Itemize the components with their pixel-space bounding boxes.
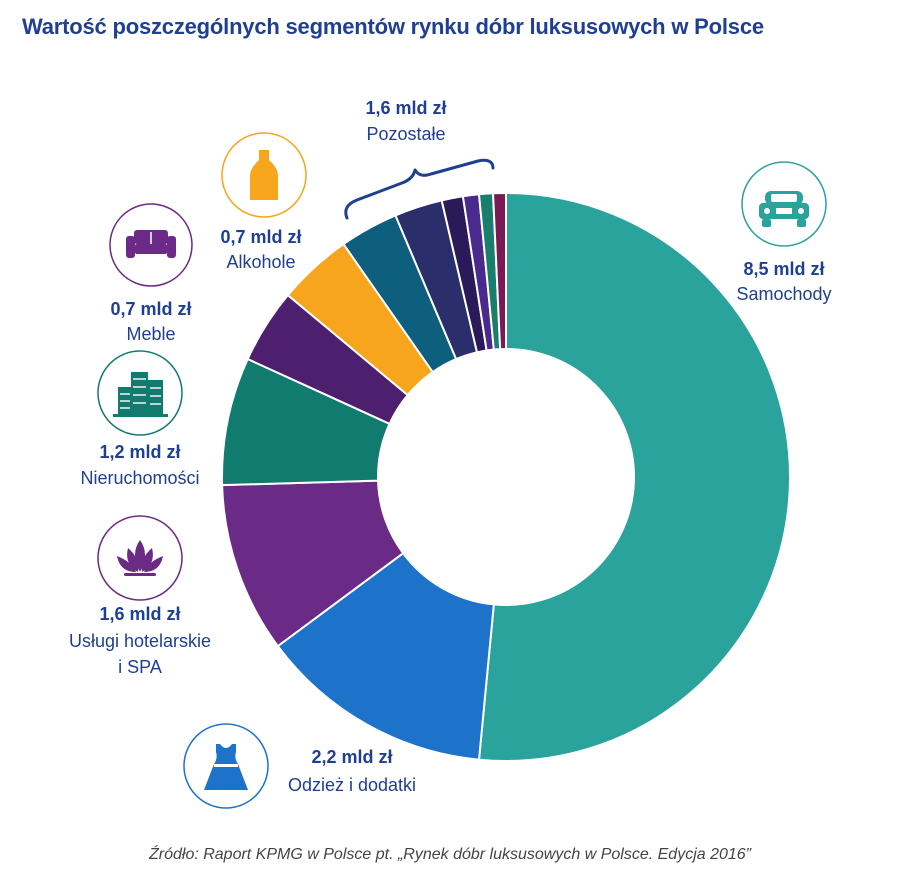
buildings-icon <box>97 350 183 436</box>
label-alkohole: 0,7 mld zł Alkohole <box>220 227 301 272</box>
car-icon <box>741 161 827 247</box>
source-note: Źródło: Raport KPMG w Polsce pt. „Rynek … <box>148 846 752 863</box>
label-name: Samochody <box>736 284 831 304</box>
slice-pozostale6 <box>491 191 507 351</box>
label-nieruchomosci: 1,2 mld zł Nieruchomości <box>80 442 199 488</box>
label-name: Odzież i dodatki <box>288 775 416 795</box>
label-samochody: 8,5 mld zł Samochody <box>736 259 831 304</box>
donut-slices <box>221 191 791 762</box>
slice-samochody <box>477 191 791 762</box>
label-value: 2,2 mld zł <box>311 747 392 767</box>
label-uslugi: 1,6 mld zł Usługi hotelarskie i SPA <box>69 604 211 677</box>
pozostale-brace <box>344 158 495 220</box>
label-name-line1: Usługi hotelarskie <box>69 631 211 651</box>
lotus-icon <box>97 515 183 601</box>
label-name: Pozostałe <box>366 124 445 144</box>
bottle-icon <box>221 132 307 218</box>
label-value: 8,5 mld zł <box>743 259 824 279</box>
label-value: 0,7 mld zł <box>110 299 191 319</box>
label-meble: 0,7 mld zł Meble <box>110 299 191 344</box>
label-value: 0,7 mld zł <box>220 227 301 247</box>
label-odziez: 2,2 mld zł Odzież i dodatki <box>288 747 416 795</box>
sofa-icon <box>109 203 193 287</box>
label-name: Nieruchomości <box>80 468 199 488</box>
label-name: Meble <box>126 324 175 344</box>
label-name: Alkohole <box>226 252 295 272</box>
label-pozostale: 1,6 mld zł Pozostałe <box>365 98 446 144</box>
label-name-line2: i SPA <box>118 657 162 677</box>
label-value: 1,2 mld zł <box>99 442 180 462</box>
dress-icon <box>183 723 269 809</box>
slice-odziez <box>276 551 495 761</box>
label-value: 1,6 mld zł <box>365 98 446 118</box>
label-value: 1,6 mld zł <box>99 604 180 624</box>
chart-title: Wartość poszczególnych segmentów rynku d… <box>22 14 764 39</box>
